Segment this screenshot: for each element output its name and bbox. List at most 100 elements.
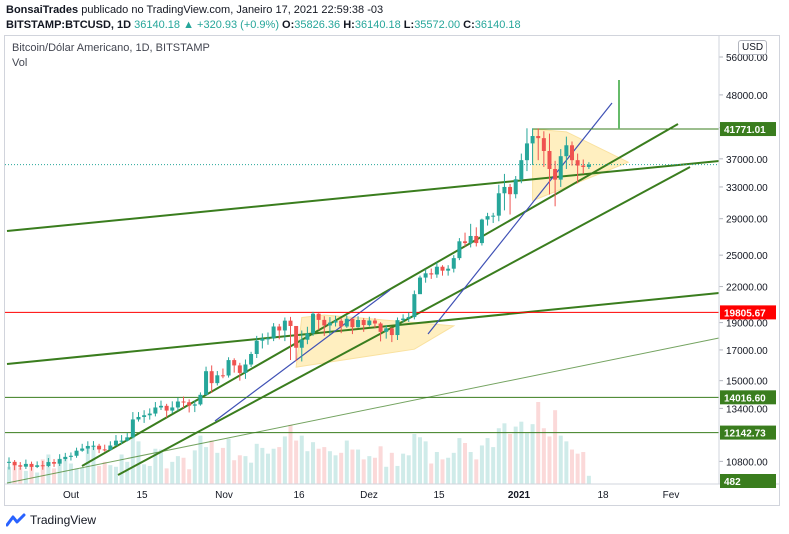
candle — [553, 160, 558, 207]
chart-title: Bitcoin/Dólar Americano, 1D, BITSTAMP — [12, 42, 210, 54]
candle — [524, 128, 529, 172]
currency-badge[interactable]: USD — [738, 40, 768, 55]
volume-bar — [119, 454, 124, 484]
low-label: L: — [403, 19, 415, 31]
volume-bar — [170, 461, 175, 484]
volume-bar — [350, 449, 355, 484]
candle-body — [226, 360, 231, 376]
y-tick-label: 37000.00 — [726, 155, 768, 166]
candle — [29, 461, 34, 471]
volume-bar — [142, 464, 147, 484]
y-tick-label: 15000.00 — [726, 377, 768, 388]
candle-body — [175, 401, 180, 408]
candle-body — [434, 266, 439, 275]
volume-bar — [316, 448, 321, 484]
volume-bar — [271, 448, 276, 484]
author-name[interactable]: BonsaiTrades — [6, 4, 79, 16]
candle — [7, 457, 11, 470]
volume-bar — [401, 453, 406, 484]
candle-body — [311, 313, 316, 334]
candle — [327, 317, 332, 335]
y-tick-label: 19000.00 — [726, 319, 768, 330]
volume-bar — [220, 447, 225, 484]
volume-bar — [429, 463, 434, 484]
candle-body — [147, 413, 152, 416]
high-value: 36140.18 — [354, 19, 401, 31]
price-change: ▲ +320.93 (+0.9%) — [183, 19, 279, 31]
volume-bar — [541, 428, 546, 484]
candle — [130, 412, 135, 439]
volume-bar — [294, 440, 299, 484]
candle — [468, 223, 473, 248]
candle — [395, 317, 400, 341]
candle-body — [12, 461, 17, 466]
price-label-box — [720, 425, 776, 440]
trend-line — [81, 123, 679, 467]
footer-brand-label: TradingView — [30, 513, 97, 527]
candle — [485, 212, 490, 226]
candle — [333, 315, 338, 327]
candle-body — [570, 145, 574, 161]
footer-brand[interactable]: TradingView — [6, 513, 96, 527]
volume-bar — [508, 433, 513, 484]
candle-body — [249, 353, 254, 365]
candle-body — [97, 445, 102, 450]
volume-bar — [384, 466, 389, 484]
candle — [299, 330, 304, 362]
candle — [322, 316, 327, 336]
volume-bar — [159, 449, 164, 484]
candle-body — [553, 169, 558, 180]
candle — [164, 403, 169, 418]
volume-bar — [108, 465, 113, 484]
candle — [508, 183, 513, 215]
candle — [97, 443, 102, 454]
candle — [502, 173, 507, 211]
candle-body — [237, 365, 242, 373]
candle — [541, 131, 546, 167]
volume-bar — [198, 435, 203, 484]
candle — [316, 313, 321, 330]
candle-body — [356, 320, 361, 328]
volume-bar — [147, 465, 152, 484]
candle — [344, 315, 349, 328]
trend-line — [6, 160, 720, 232]
candle — [361, 318, 366, 332]
x-tick-label: Nov — [215, 490, 233, 501]
blue-trend-line-2 — [427, 102, 613, 335]
y-tick-label: 22000.00 — [726, 283, 768, 294]
candle — [215, 371, 220, 386]
volume-bar — [536, 402, 541, 484]
candle-body — [440, 266, 445, 271]
candle-body — [468, 235, 473, 244]
candle — [209, 365, 214, 393]
candle-body — [423, 273, 428, 278]
chart-header: BonsaiTrades publicado no TradingView.co… — [6, 3, 521, 33]
candle — [384, 325, 389, 339]
candle-body — [187, 402, 192, 406]
candle-body — [80, 448, 85, 451]
volume-bar — [311, 442, 316, 484]
volume-bar — [451, 452, 456, 484]
candle-body — [429, 273, 434, 275]
x-tick-label: 2021 — [508, 490, 531, 501]
publish-info: publicado no TradingView.com, Janeiro 17… — [81, 4, 384, 16]
candle — [187, 399, 192, 413]
candle-body — [378, 323, 383, 332]
volume-bar — [7, 466, 11, 484]
candle — [277, 323, 282, 340]
volume-bar — [417, 437, 422, 484]
candle-body — [277, 326, 282, 331]
volume-bar — [305, 451, 310, 484]
volume-bar — [474, 459, 479, 484]
volume-bar — [12, 464, 17, 484]
y-tick-label: 17000.00 — [726, 346, 768, 357]
candle — [350, 318, 355, 335]
volume-bar — [46, 454, 51, 484]
candle-body — [463, 241, 468, 244]
candle — [170, 401, 175, 414]
candle — [181, 396, 186, 409]
candle — [451, 255, 456, 273]
trend-line — [6, 337, 720, 484]
volume-label: Vol — [12, 57, 28, 69]
